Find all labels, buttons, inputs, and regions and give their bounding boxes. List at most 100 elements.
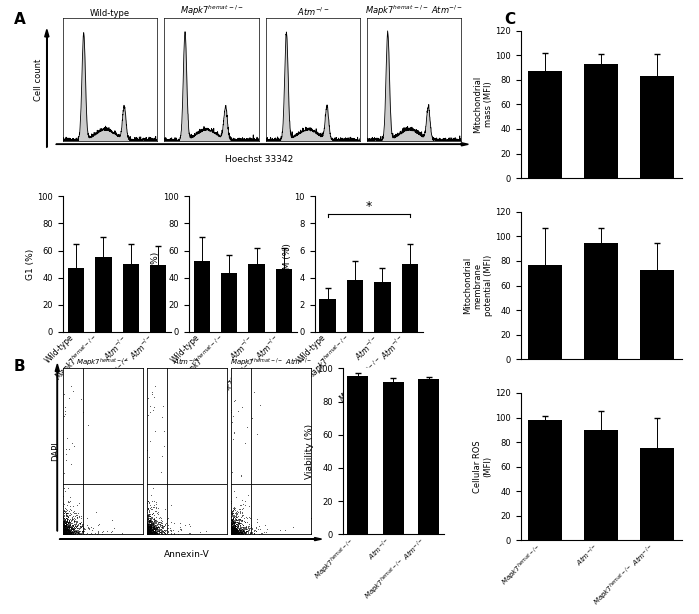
Point [61,526,72,536]
Point [63,525,74,535]
Point [143,527,154,537]
Text: Cell count: Cell count [34,59,43,101]
Point [62,433,73,443]
Point [141,524,152,534]
Point [147,521,158,531]
Point [69,515,80,524]
Point [59,529,71,539]
Point [226,529,237,538]
Point [58,522,69,532]
Point [58,524,69,534]
Point [60,526,71,535]
Point [225,526,236,536]
Bar [528,71,562,178]
Point [61,454,72,464]
Point [157,527,168,537]
Point [243,521,254,531]
Point [143,526,154,535]
Point [61,525,72,535]
Point [233,527,245,537]
Point [240,523,251,533]
Title: $Atm^{-/-}$: $Atm^{-/-}$ [296,6,329,18]
Point [145,521,157,531]
Point [226,529,238,538]
Point [234,515,245,525]
Point [227,527,238,537]
Point [144,528,155,538]
Point [245,522,257,532]
Point [142,523,153,533]
Point [142,519,153,529]
Point [226,519,238,529]
Point [155,516,166,526]
Point [67,529,78,539]
Bar [584,64,618,178]
Point [59,527,71,537]
Point [57,528,69,538]
Point [145,527,156,537]
Point [147,405,159,414]
Point [226,527,238,537]
Point [257,527,268,537]
Point [66,523,78,533]
Point [57,523,69,532]
Point [59,528,70,538]
Point [228,529,239,538]
Point [97,527,108,537]
Point [226,523,238,533]
Point [233,529,244,539]
Point [80,529,92,539]
Point [245,513,256,523]
Point [229,518,240,527]
Point [59,519,70,529]
Point [62,528,73,538]
Point [66,438,78,448]
Point [228,527,239,537]
Point [145,527,156,537]
Point [63,525,74,535]
Point [225,515,236,524]
Point [148,529,159,538]
Point [66,523,77,533]
Point [236,522,247,532]
Point [58,519,69,529]
Point [151,529,162,539]
Point [58,515,69,525]
Point [226,524,237,534]
Point [62,508,73,518]
Point [59,406,71,416]
Point [147,524,158,534]
Point [59,524,71,534]
Point [73,511,85,521]
Point [66,529,77,538]
Point [142,527,153,537]
Point [240,528,251,538]
Point [230,527,241,537]
Point [64,529,75,538]
Point [238,526,250,535]
Point [227,523,238,533]
Point [143,529,154,539]
Point [144,523,155,533]
Point [62,528,73,538]
Point [225,526,236,536]
Point [230,528,241,538]
Point [175,524,187,534]
Point [147,526,159,535]
Point [144,528,155,538]
Point [231,526,242,536]
Point [229,522,240,532]
Point [149,527,160,537]
Point [147,528,159,538]
Point [59,526,71,535]
Point [59,524,71,534]
Point [143,529,154,538]
Point [67,387,78,397]
Point [143,527,154,537]
Point [58,515,69,524]
Point [59,521,71,530]
Point [72,527,83,537]
Point [231,526,243,536]
Point [61,526,72,535]
Point [143,504,154,514]
